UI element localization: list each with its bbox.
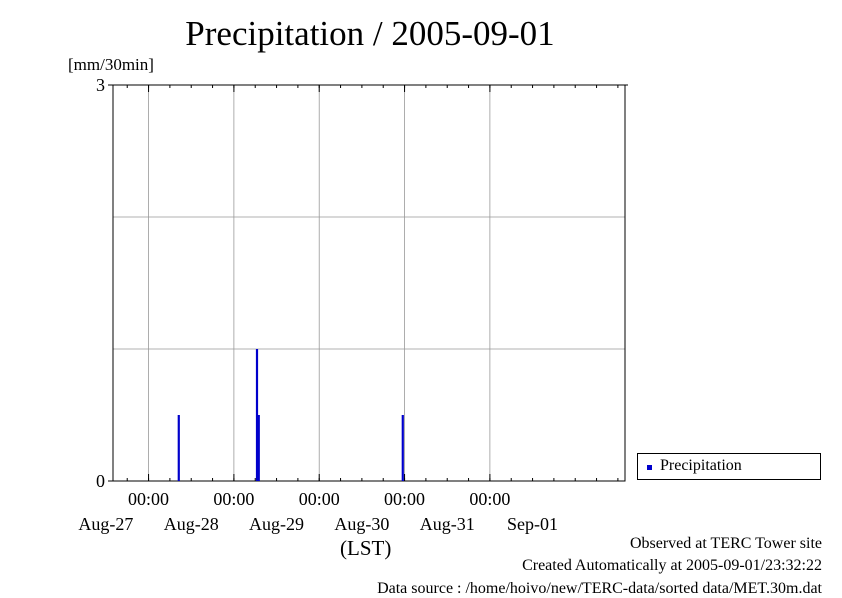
x-date-label: Aug-28 [164, 514, 219, 534]
chart-title: Precipitation / 2005-09-01 [185, 14, 555, 53]
x-date-label: Sep-01 [507, 514, 558, 534]
created-note: Created Automatically at 2005-09-01/23:3… [522, 557, 822, 574]
x-tick-label: 00:00 [128, 489, 169, 509]
x-axis-label: (LST) [340, 536, 392, 560]
legend-swatch [647, 465, 652, 470]
x-date-label: Aug-27 [78, 514, 133, 534]
x-date-label: Aug-31 [420, 514, 475, 534]
y-tick-label: 0 [96, 471, 105, 491]
x-tick-label: 00:00 [299, 489, 340, 509]
y-tick-label: 3 [96, 75, 105, 95]
x-tick-label: 00:00 [213, 489, 254, 509]
source-note: Data source : /home/hoivo/new/TERC-data/… [377, 580, 822, 597]
x-date-label: Aug-29 [249, 514, 304, 534]
legend-label: Precipitation [660, 457, 742, 474]
y-axis-unit: [mm/30min] [68, 55, 154, 74]
x-tick-label: 00:00 [469, 489, 510, 509]
x-date-label: Aug-30 [334, 514, 389, 534]
legend: Precipitation [637, 453, 821, 480]
x-tick-label: 00:00 [384, 489, 425, 509]
site-note: Observed at TERC Tower site [629, 535, 822, 552]
plot-frame [112, 84, 626, 482]
